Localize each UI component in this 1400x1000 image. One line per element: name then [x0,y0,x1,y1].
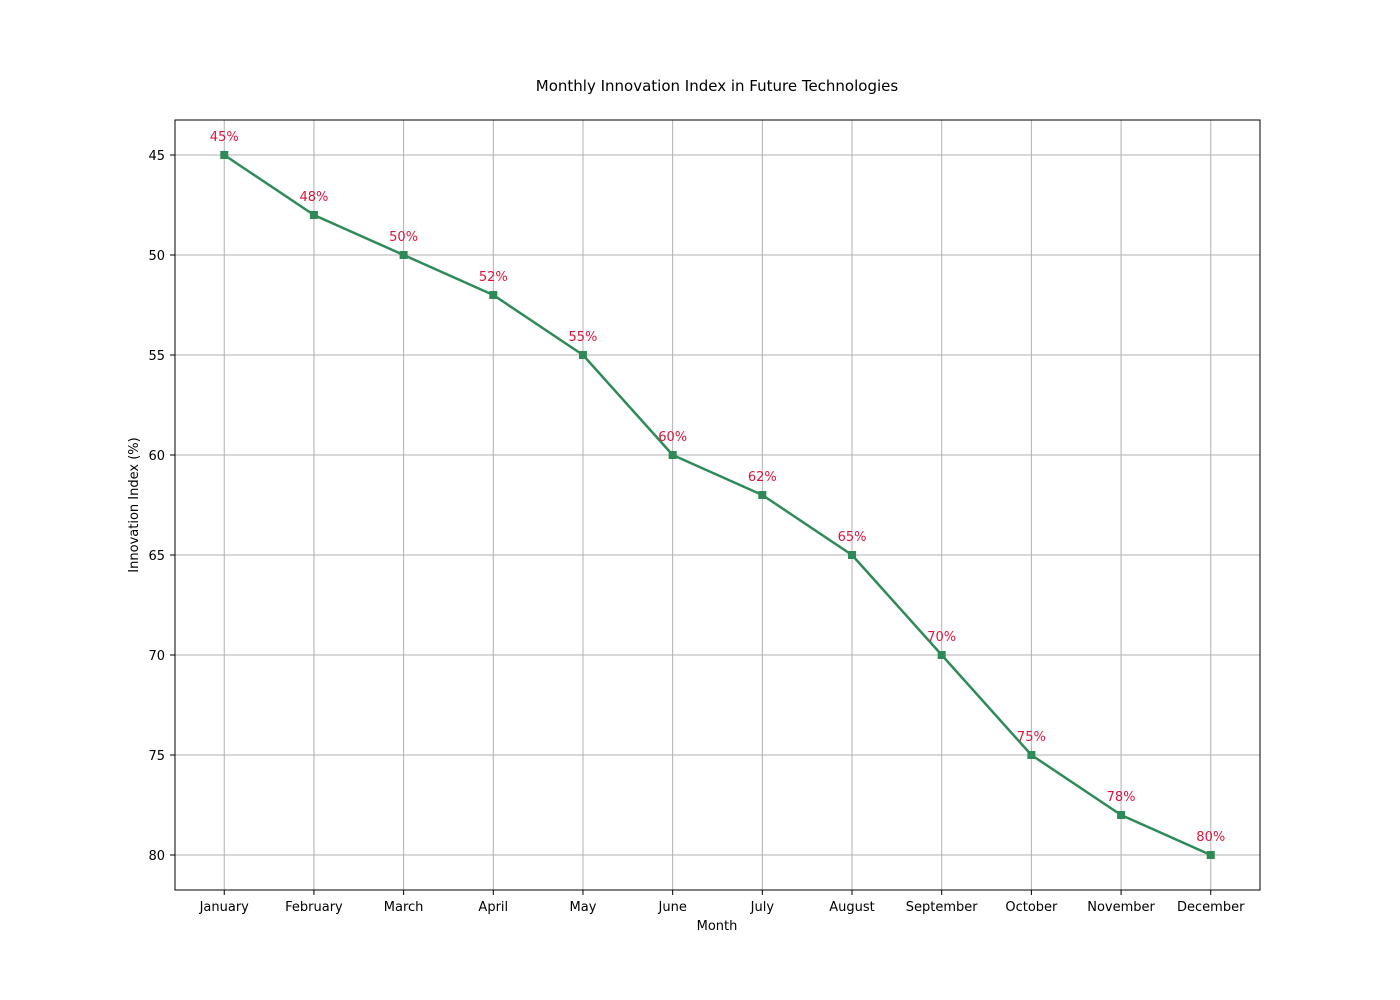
data-label: 52% [479,270,508,285]
data-point [578,351,587,359]
data-label: 50% [389,230,418,245]
x-axis: January February March April May June July Augu… [199,890,1245,915]
y-tick-label: 80 [148,849,165,864]
x-tick-label: October [1005,900,1058,915]
x-tick-label: April [478,900,508,915]
x-axis-label: Month [697,919,738,934]
y-axis-label: Innovation Index (%) [127,437,142,572]
x-tick-label: May [570,900,597,915]
data-point [220,151,229,159]
x-tick-label: December [1177,900,1245,915]
x-tick-label: March [384,900,424,915]
data-point [1027,751,1036,759]
series-line [223,153,1212,857]
x-tick-label: February [285,900,343,915]
data-label: 60% [658,430,687,445]
y-tick-label: 75 [148,749,165,764]
x-tick-label: January [199,900,250,915]
y-tick-label: 45 [148,149,165,164]
series: 45% 48% 50% 52% 55% 60% 62% 65% 70% 75% 78% 80% [210,130,1225,859]
plot-area [174,119,1261,891]
grid [175,120,1260,890]
data-label: 48% [299,190,328,205]
data-point [399,251,408,259]
y-tick-label: 50 [148,249,165,264]
data-label: 75% [1017,730,1046,745]
data-point [489,291,498,299]
x-tick-label: June [658,900,687,915]
x-tick-label: August [829,900,875,915]
y-tick-label: 70 [148,649,165,664]
data-label: 55% [569,330,598,345]
y-tick-label: 65 [148,549,165,564]
data-label: 70% [927,630,956,645]
data-point [309,211,318,219]
data-label: 78% [1107,790,1136,805]
data-label: 62% [748,470,777,485]
x-tick-label: November [1087,900,1155,915]
data-point [848,551,857,559]
data-label: 80% [1196,830,1225,845]
data-label: 65% [838,530,867,545]
data-point [668,451,677,459]
y-tick-label: 60 [148,449,165,464]
y-axis: 45 50 55 60 65 70 75 80 [148,149,175,864]
data-point [1206,851,1215,859]
data-point [937,651,946,659]
data-point [1117,811,1126,819]
x-tick-label: July [750,900,775,915]
y-tick-label: 55 [148,349,165,364]
data-point [758,491,767,499]
x-tick-label: September [906,900,979,915]
data-label: 45% [210,130,239,145]
chart-title: Monthly Innovation Index in Future Techn… [536,77,899,95]
